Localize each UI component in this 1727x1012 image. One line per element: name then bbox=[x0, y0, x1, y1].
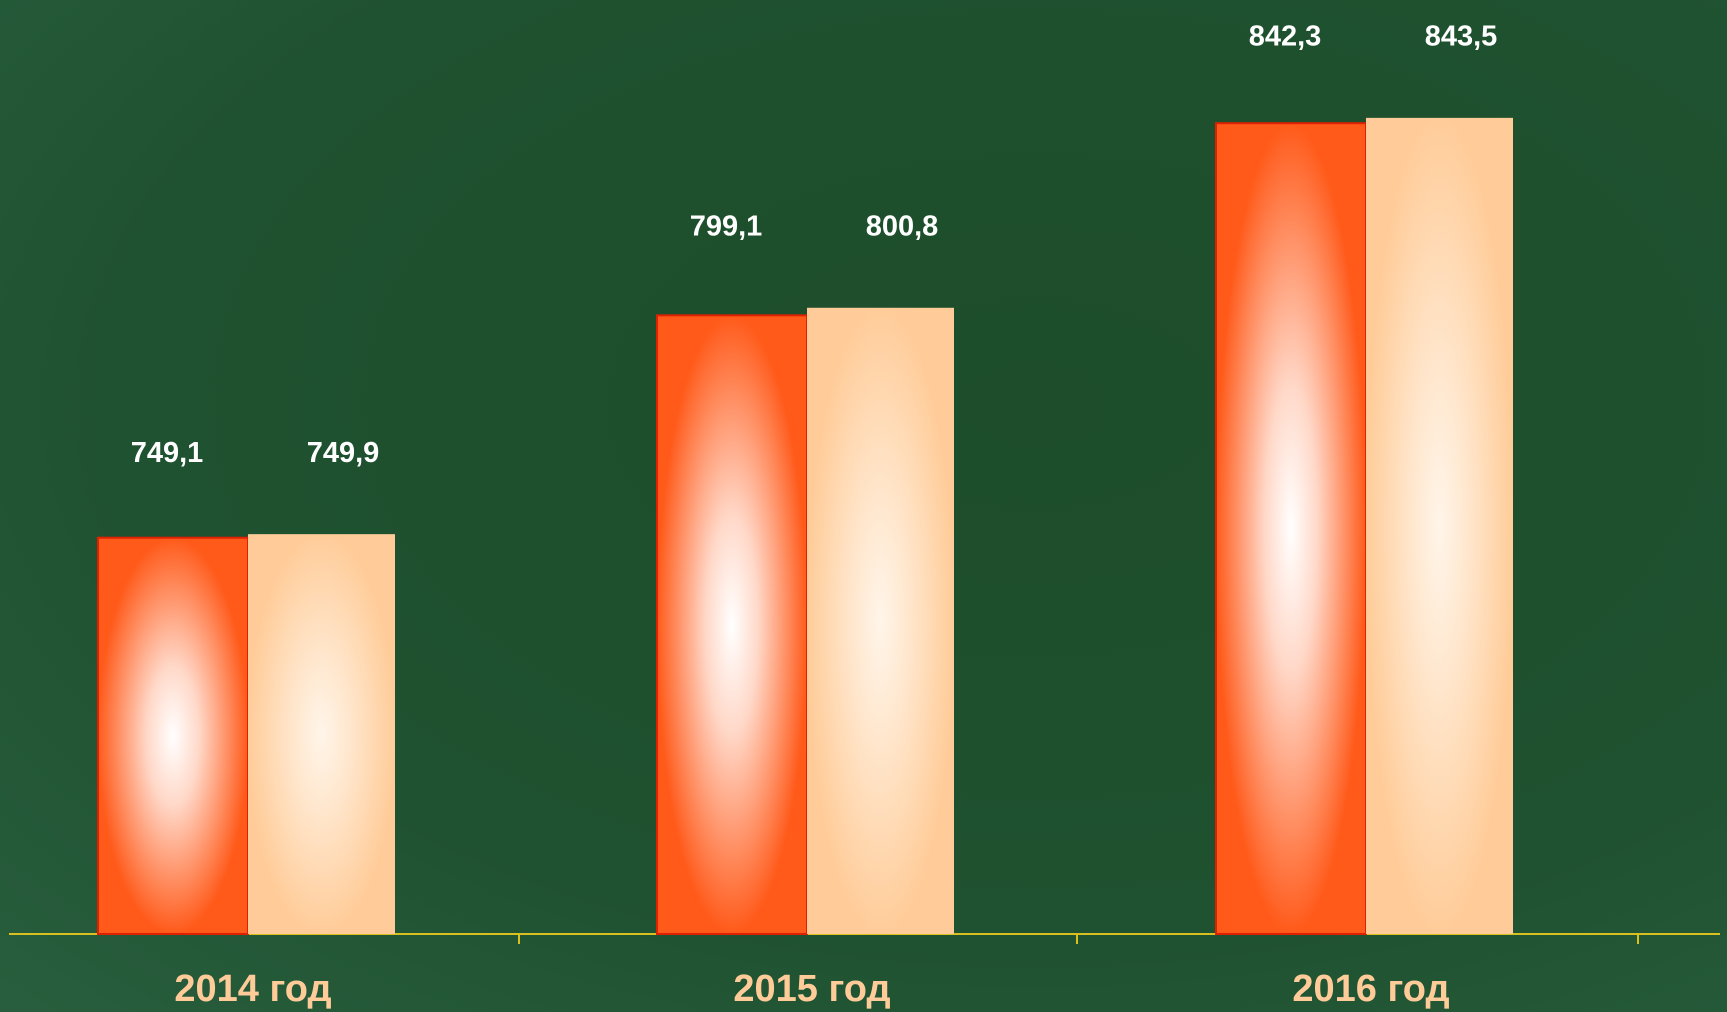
data-label: 749,9 bbox=[307, 437, 380, 469]
data-label: 799,1 bbox=[690, 210, 763, 242]
bar bbox=[248, 534, 395, 934]
data-label: 842,3 bbox=[1249, 21, 1322, 53]
x-tick-label: 2015 год bbox=[733, 968, 890, 1010]
data-label: 843,5 bbox=[1425, 21, 1498, 53]
bar bbox=[1366, 117, 1513, 934]
x-tick-label: 2016 год bbox=[1292, 968, 1449, 1010]
bar bbox=[656, 314, 808, 935]
x-tick-label: 2014 год bbox=[174, 968, 331, 1010]
bar bbox=[97, 536, 249, 936]
data-label: 800,8 bbox=[866, 210, 939, 242]
data-label: 749,1 bbox=[131, 437, 204, 469]
bar bbox=[1215, 122, 1367, 936]
bar bbox=[807, 307, 954, 934]
